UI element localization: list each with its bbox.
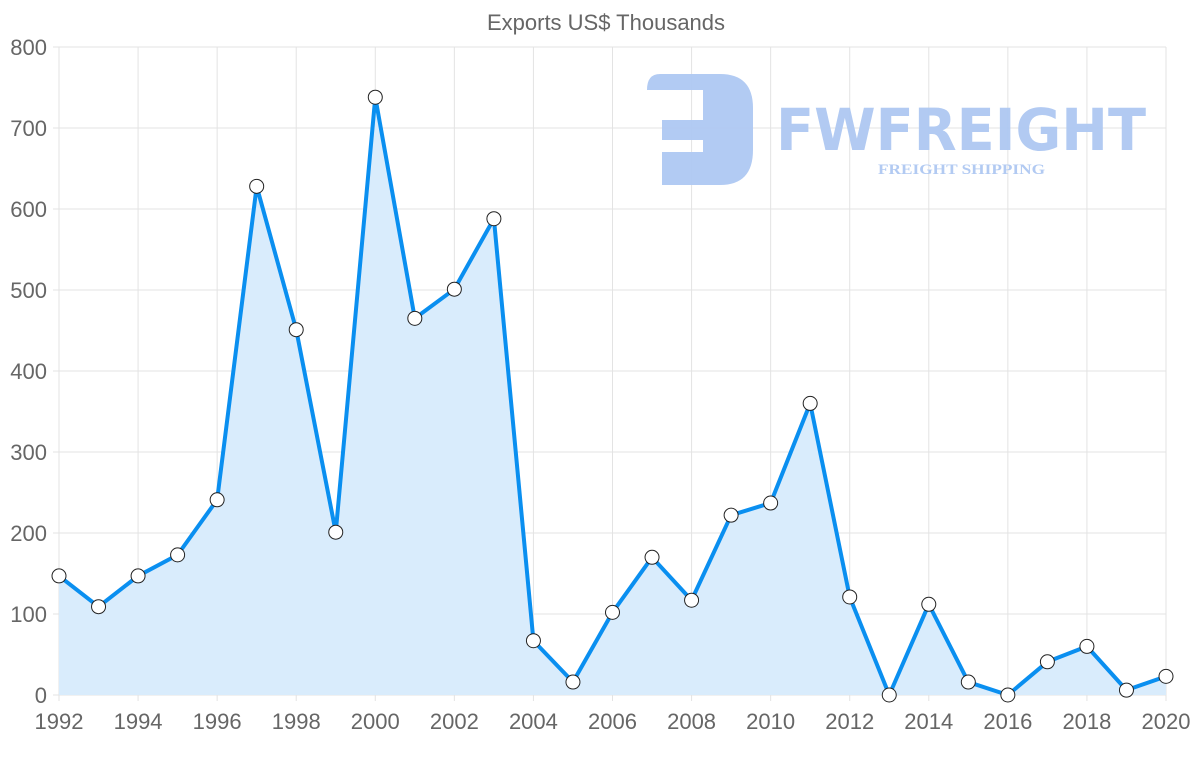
x-tick-label: 1994 bbox=[114, 709, 163, 734]
y-tick-label: 400 bbox=[10, 359, 47, 384]
data-point-2007[interactable] bbox=[644, 549, 660, 565]
data-point-2001[interactable] bbox=[407, 310, 423, 326]
data-point-2000[interactable] bbox=[367, 89, 383, 105]
y-tick-label: 500 bbox=[10, 278, 47, 303]
data-point-2008[interactable] bbox=[684, 592, 700, 608]
data-point-2017[interactable] bbox=[1039, 654, 1055, 670]
logo-tagline: FREIGHT SHIPPING bbox=[878, 162, 1045, 178]
x-tick-label: 2018 bbox=[1062, 709, 1111, 734]
y-tick-label: 0 bbox=[35, 683, 47, 708]
logo-brand: FWFREIGHT bbox=[776, 96, 1146, 164]
data-point-2010[interactable] bbox=[763, 495, 779, 511]
data-point-1994[interactable] bbox=[130, 568, 146, 584]
x-tick-label: 1992 bbox=[35, 709, 84, 734]
logo-mark-icon bbox=[647, 74, 753, 185]
y-tick-label: 800 bbox=[10, 35, 47, 60]
data-point-1995[interactable] bbox=[170, 547, 186, 563]
data-point-1998[interactable] bbox=[288, 322, 304, 338]
data-point-2006[interactable] bbox=[605, 604, 620, 620]
x-tick-label: 2004 bbox=[509, 709, 558, 734]
x-tick-label: 2020 bbox=[1142, 709, 1191, 734]
data-point-1992[interactable] bbox=[51, 568, 67, 584]
data-point-2019[interactable] bbox=[1118, 682, 1134, 698]
x-tick-label: 1996 bbox=[193, 709, 242, 734]
data-point-2002[interactable] bbox=[446, 281, 462, 297]
data-point-2004[interactable] bbox=[525, 633, 541, 649]
x-tick-label: 2016 bbox=[983, 709, 1032, 734]
chart-title: Exports US$ Thousands bbox=[487, 10, 725, 35]
x-tick-label: 2012 bbox=[825, 709, 874, 734]
data-point-2012[interactable] bbox=[842, 589, 858, 605]
y-tick-label: 600 bbox=[10, 197, 47, 222]
data-point-2005[interactable] bbox=[565, 674, 581, 690]
y-tick-label: 200 bbox=[10, 521, 47, 546]
x-tick-label: 2002 bbox=[430, 709, 479, 734]
series-area-fill bbox=[59, 97, 1166, 696]
x-tick-label: 2008 bbox=[667, 709, 716, 734]
data-point-2003[interactable] bbox=[486, 211, 502, 227]
data-point-1999[interactable] bbox=[328, 524, 344, 540]
data-point-2014[interactable] bbox=[921, 596, 937, 612]
data-point-2015[interactable] bbox=[960, 674, 976, 690]
y-tick-label: 700 bbox=[10, 116, 47, 141]
y-tick-label: 300 bbox=[10, 440, 47, 465]
x-tick-label: 1998 bbox=[272, 709, 321, 734]
data-point-1997[interactable] bbox=[249, 178, 265, 194]
y-tick-label: 100 bbox=[10, 602, 47, 627]
data-point-2013[interactable] bbox=[881, 687, 897, 703]
data-point-1993[interactable] bbox=[91, 599, 107, 615]
data-point-2016[interactable] bbox=[1000, 687, 1016, 703]
x-tick-label: 2006 bbox=[588, 709, 637, 734]
x-tick-label: 2010 bbox=[746, 709, 795, 734]
data-point-2018[interactable] bbox=[1079, 638, 1095, 654]
data-point-2020[interactable] bbox=[1158, 668, 1174, 684]
data-point-2009[interactable] bbox=[723, 507, 739, 523]
x-tick-label: 2000 bbox=[351, 709, 400, 734]
data-point-1996[interactable] bbox=[209, 492, 225, 508]
x-tick-label: 2014 bbox=[904, 709, 953, 734]
watermark-logo: FWFREIGHT FREIGHT SHIPPING bbox=[647, 74, 1146, 185]
data-point-2011[interactable] bbox=[802, 395, 818, 411]
